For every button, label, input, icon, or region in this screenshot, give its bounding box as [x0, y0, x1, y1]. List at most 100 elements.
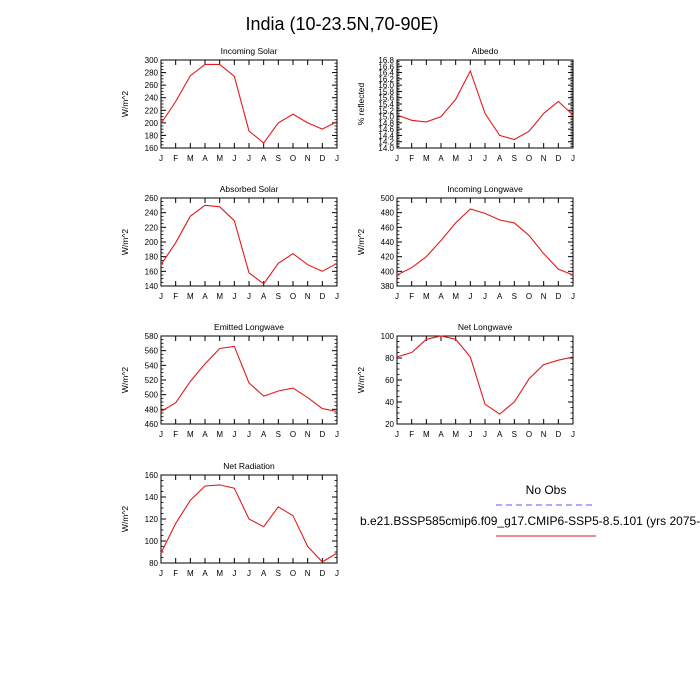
panel-0: Incoming Solar W/m^2 160 180 200 220 240 260 280…: [120, 46, 339, 163]
x-tick-label: D: [555, 154, 561, 163]
x-tick-label: A: [261, 154, 267, 163]
y-tick-label: 400: [381, 267, 395, 276]
x-tick-label: J: [247, 154, 251, 163]
x-tick-label: M: [452, 154, 459, 163]
x-tick-label: F: [409, 154, 414, 163]
plot-frame: [160, 59, 338, 149]
x-tick-label: D: [319, 430, 325, 439]
y-tick-label: 240: [145, 209, 159, 218]
x-tick-label: M: [423, 292, 430, 301]
panel-title: Net Longwave: [458, 322, 513, 332]
x-tick-label: J: [483, 154, 487, 163]
y-tick-label: 160: [145, 471, 159, 480]
y-tick-label: 16.4: [378, 69, 394, 78]
y-tick-label: 280: [145, 69, 159, 78]
panel-3: Incoming Longwave W/m^2 380 400 420 440 460 480…: [356, 184, 575, 301]
y-tick-label: 580: [145, 332, 159, 341]
x-tick-label: J: [159, 430, 163, 439]
x-tick-label: J: [483, 292, 487, 301]
y-tick-label: 160: [145, 267, 159, 276]
x-tick-label: S: [276, 430, 281, 439]
figure-title: India (10-23.5N,70-90E): [245, 14, 438, 34]
x-tick-label: S: [512, 154, 517, 163]
x-tick-label: O: [526, 292, 532, 301]
x-tick-label: A: [438, 154, 444, 163]
x-tick-label: F: [409, 430, 414, 439]
x-tick-label: M: [216, 154, 223, 163]
x-tick-label: N: [541, 430, 547, 439]
plot-frame: [396, 197, 574, 287]
x-tick-label: O: [290, 569, 296, 578]
y-tick-label: 500: [381, 194, 395, 203]
x-tick-label: N: [305, 292, 311, 301]
x-tick-label: M: [187, 430, 194, 439]
y-tick-label: 100: [381, 332, 395, 341]
x-tick-label: M: [187, 292, 194, 301]
x-tick-label: N: [305, 154, 311, 163]
y-tick-label: 440: [381, 238, 395, 247]
x-tick-label: F: [173, 430, 178, 439]
panel-1: Albedo% reflected14.014.214.414.614.815.…: [356, 46, 575, 163]
x-tick-label: D: [555, 292, 561, 301]
y-tick-label: 20: [385, 420, 394, 429]
panel-title: Absorbed Solar: [220, 184, 279, 194]
y-tick-label: 260: [145, 194, 159, 203]
x-tick-label: D: [319, 569, 325, 578]
x-tick-label: O: [526, 154, 532, 163]
y-tick-label: 560: [145, 347, 159, 356]
x-tick-label: M: [216, 569, 223, 578]
y-tick-label: 180: [145, 253, 159, 262]
y-tick-label: 14.4: [378, 131, 394, 140]
series-line-0: [160, 204, 338, 285]
y-tick-label: 120: [145, 515, 159, 524]
x-tick-label: J: [232, 430, 236, 439]
x-tick-label: J: [571, 430, 575, 439]
panel-title: Net Radiation: [223, 461, 275, 471]
x-tick-label: S: [276, 569, 281, 578]
y-tick-label: 180: [145, 131, 159, 140]
x-tick-label: S: [512, 430, 517, 439]
x-tick-label: J: [159, 154, 163, 163]
series-line-0: [396, 69, 574, 141]
x-tick-label: F: [409, 292, 414, 301]
x-tick-label: M: [452, 292, 459, 301]
series-line-0: [160, 63, 338, 144]
y-tick-label: 15.8: [378, 87, 394, 96]
legend-model-label: b.e21.BSSP585cmip6.f09_g17.CMIP6-SSP5-8.…: [360, 514, 700, 528]
x-tick-label: J: [571, 292, 575, 301]
y-axis-label: W/m^2: [356, 229, 366, 255]
x-tick-label: J: [232, 154, 236, 163]
x-tick-label: J: [159, 569, 163, 578]
y-tick-label: 14.2: [378, 138, 394, 147]
y-tick-label: 16.8: [378, 56, 394, 65]
y-tick-label: 220: [145, 106, 159, 115]
x-tick-label: J: [232, 569, 236, 578]
y-tick-label: 60: [385, 376, 394, 385]
y-tick-label: 520: [145, 376, 159, 385]
x-tick-label: J: [483, 430, 487, 439]
x-tick-label: J: [247, 430, 251, 439]
plot-frame: [396, 335, 574, 425]
y-tick-label: 80: [385, 354, 394, 363]
x-tick-label: M: [423, 430, 430, 439]
x-tick-label: A: [202, 292, 208, 301]
x-tick-label: J: [335, 430, 339, 439]
x-tick-label: J: [159, 292, 163, 301]
x-tick-label: N: [305, 430, 311, 439]
x-tick-label: M: [187, 154, 194, 163]
x-tick-label: J: [468, 292, 472, 301]
x-tick-label: N: [541, 292, 547, 301]
y-tick-label: 380: [381, 282, 395, 291]
panel-4: Emitted Longwave W/m^2 460 480 500 520 540 560 5…: [120, 322, 339, 439]
x-tick-label: F: [173, 569, 178, 578]
x-tick-label: J: [247, 292, 251, 301]
panels: Incoming Solar W/m^2 160 180 200 220 240 260 280…: [120, 46, 575, 578]
x-tick-label: A: [261, 569, 267, 578]
x-tick-label: A: [438, 292, 444, 301]
x-tick-label: M: [216, 430, 223, 439]
panel-2: Absorbed Solar W/m^2 140 160 180 200 220 240 260…: [120, 184, 339, 301]
x-tick-label: J: [395, 154, 399, 163]
series-line-0: [160, 484, 338, 563]
